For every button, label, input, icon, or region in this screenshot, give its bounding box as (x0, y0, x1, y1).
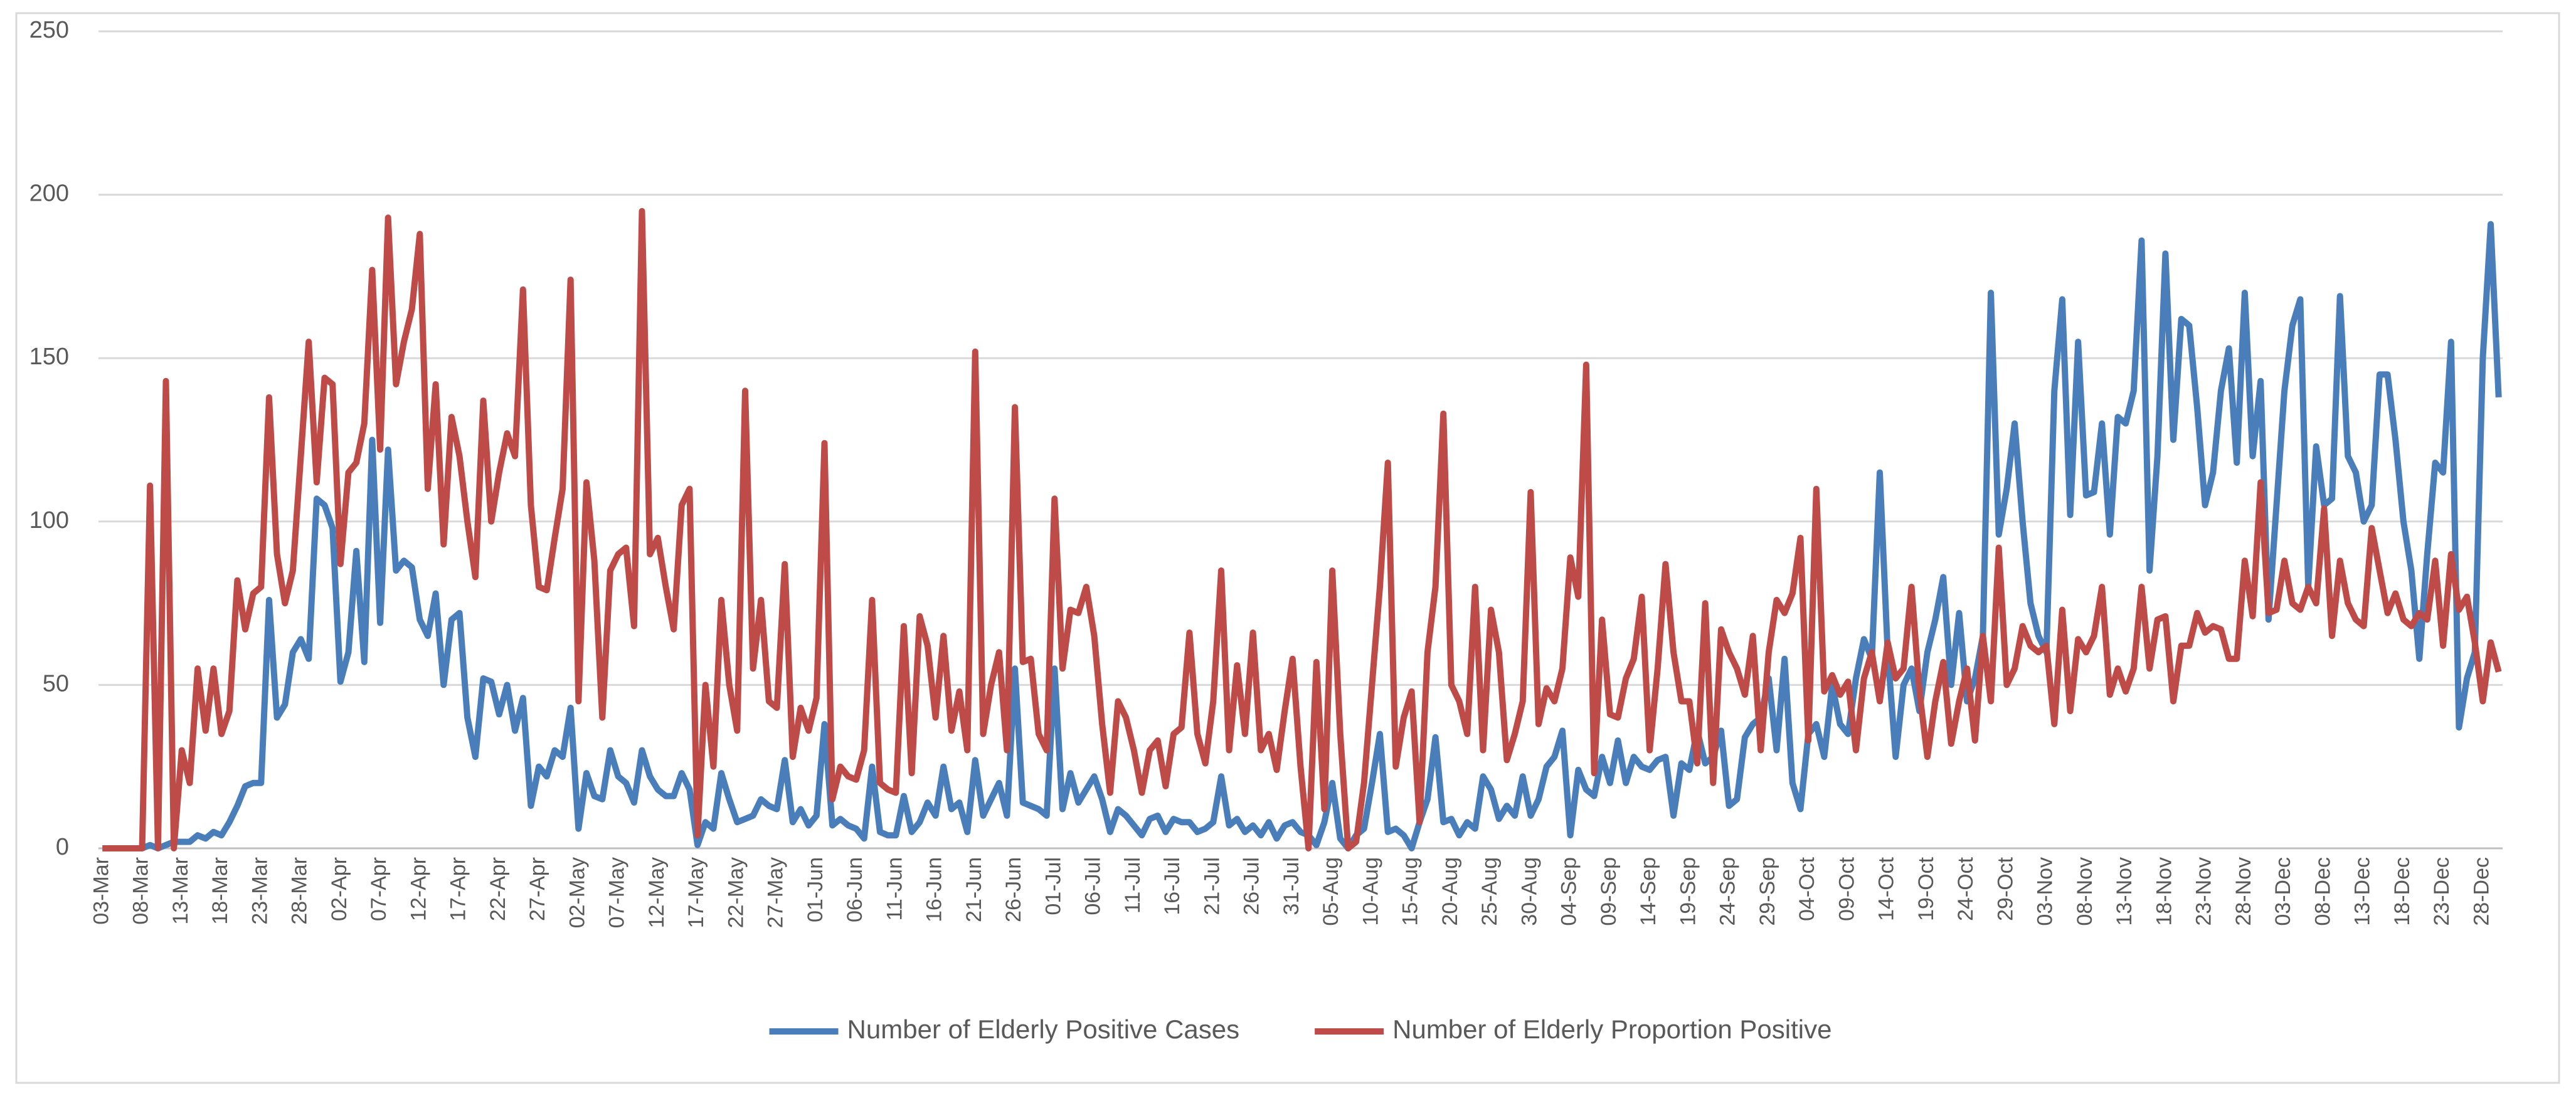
x-tick-label: 24-Sep (1716, 857, 1740, 926)
x-tick-label: 04-Sep (1557, 857, 1581, 926)
series-line (102, 208, 2502, 851)
x-tick-label: 21-Jul (1200, 857, 1224, 915)
x-tick-label: 14-Sep (1636, 857, 1660, 926)
x-tick-label: 25-Aug (1478, 857, 1502, 926)
x-tick-label: 02-Apr (327, 857, 351, 921)
x-tick-label: 13-Dec (2351, 857, 2375, 926)
legend-label: Number of Elderly Proportion Positive (1392, 1014, 1831, 1044)
x-tick-label: 07-May (605, 857, 629, 928)
x-tick-label: 01-Jun (803, 857, 827, 922)
series-line (102, 221, 2502, 851)
x-tick-label: 15-Aug (1399, 857, 1423, 926)
x-tick-label: 04-Oct (1795, 856, 1819, 921)
x-tick-label: 27-Apr (526, 857, 549, 921)
x-tick-label: 03-Dec (2271, 857, 2295, 926)
x-tick-label: 18-Nov (2152, 857, 2176, 926)
x-tick-label: 27-May (764, 857, 788, 928)
x-tick-label: 17-May (684, 857, 708, 928)
x-tick-label: 09-Oct (1835, 856, 1858, 921)
x-tick-label: 16-Jun (923, 857, 946, 922)
x-tick-label: 20-Aug (1438, 857, 1462, 926)
x-tick-label: 13-Mar (169, 857, 193, 925)
x-tick-label: 23-Nov (2192, 857, 2216, 926)
legend-label: Number of Elderly Positive Cases (847, 1014, 1240, 1044)
x-tick-label: 26-Jul (1240, 857, 1264, 915)
x-tick-label: 18-Mar (208, 857, 232, 925)
x-tick-label: 11-Jun (883, 857, 906, 920)
x-tick-label: 02-May (565, 857, 589, 928)
x-tick-label: 17-Apr (447, 857, 470, 921)
x-tick-label: 18-Dec (2390, 857, 2414, 926)
x-tick-label: 21-Jun (962, 857, 986, 922)
x-tick-label: 09-Sep (1597, 857, 1621, 926)
x-tick-label: 12-Apr (406, 857, 430, 921)
chart-border (15, 12, 2560, 1084)
y-tick-label: 100 (29, 507, 69, 534)
x-tick-label: 12-May (645, 857, 669, 928)
x-tick-label: 14-Oct (1875, 856, 1899, 921)
x-tick-label: 06-Jun (843, 857, 867, 922)
x-tick-label: 30-Aug (1517, 857, 1541, 926)
x-tick-label: 03-Mar (89, 857, 113, 925)
x-tick-label: 06-Jul (1081, 857, 1105, 915)
x-tick-label: 19-Oct (1914, 856, 1938, 921)
x-tick-label: 23-Dec (2430, 857, 2454, 926)
x-tick-label: 11-Jul (1121, 857, 1145, 914)
y-tick-label: 50 (43, 670, 69, 697)
x-tick-label: 19-Sep (1676, 857, 1700, 926)
x-tick-label: 01-Jul (1041, 857, 1065, 915)
x-tick-label: 08-Nov (2073, 857, 2097, 926)
x-tick-label: 28-Mar (288, 857, 312, 925)
y-tick-label: 150 (29, 344, 69, 370)
x-tick-label: 29-Oct (1993, 856, 2017, 921)
x-tick-label: 16-Jul (1160, 857, 1184, 915)
x-tick-label: 26-Jun (1002, 857, 1026, 922)
x-tick-label: 29-Sep (1756, 857, 1779, 926)
y-tick-label: 0 (56, 834, 69, 860)
x-tick-label: 03-Nov (2033, 857, 2057, 926)
y-tick-label: 200 (29, 181, 69, 207)
x-tick-label: 28-Nov (2232, 857, 2255, 926)
x-tick-label: 08-Dec (2311, 857, 2335, 926)
x-tick-label: 22-Apr (486, 857, 510, 921)
x-tick-label: 24-Oct (1954, 856, 1978, 921)
x-tick-label: 08-Mar (129, 857, 153, 925)
x-tick-label: 28-Dec (2469, 857, 2493, 926)
x-tick-label: 07-Apr (367, 857, 391, 921)
x-tick-label: 22-May (724, 857, 748, 928)
x-tick-label: 23-Mar (248, 857, 272, 925)
x-tick-label: 10-Aug (1359, 857, 1382, 926)
y-tick-label: 250 (29, 17, 69, 43)
x-tick-label: 13-Nov (2112, 857, 2136, 926)
x-tick-label: 31-Jul (1280, 857, 1303, 915)
x-tick-label: 05-Aug (1319, 857, 1343, 926)
